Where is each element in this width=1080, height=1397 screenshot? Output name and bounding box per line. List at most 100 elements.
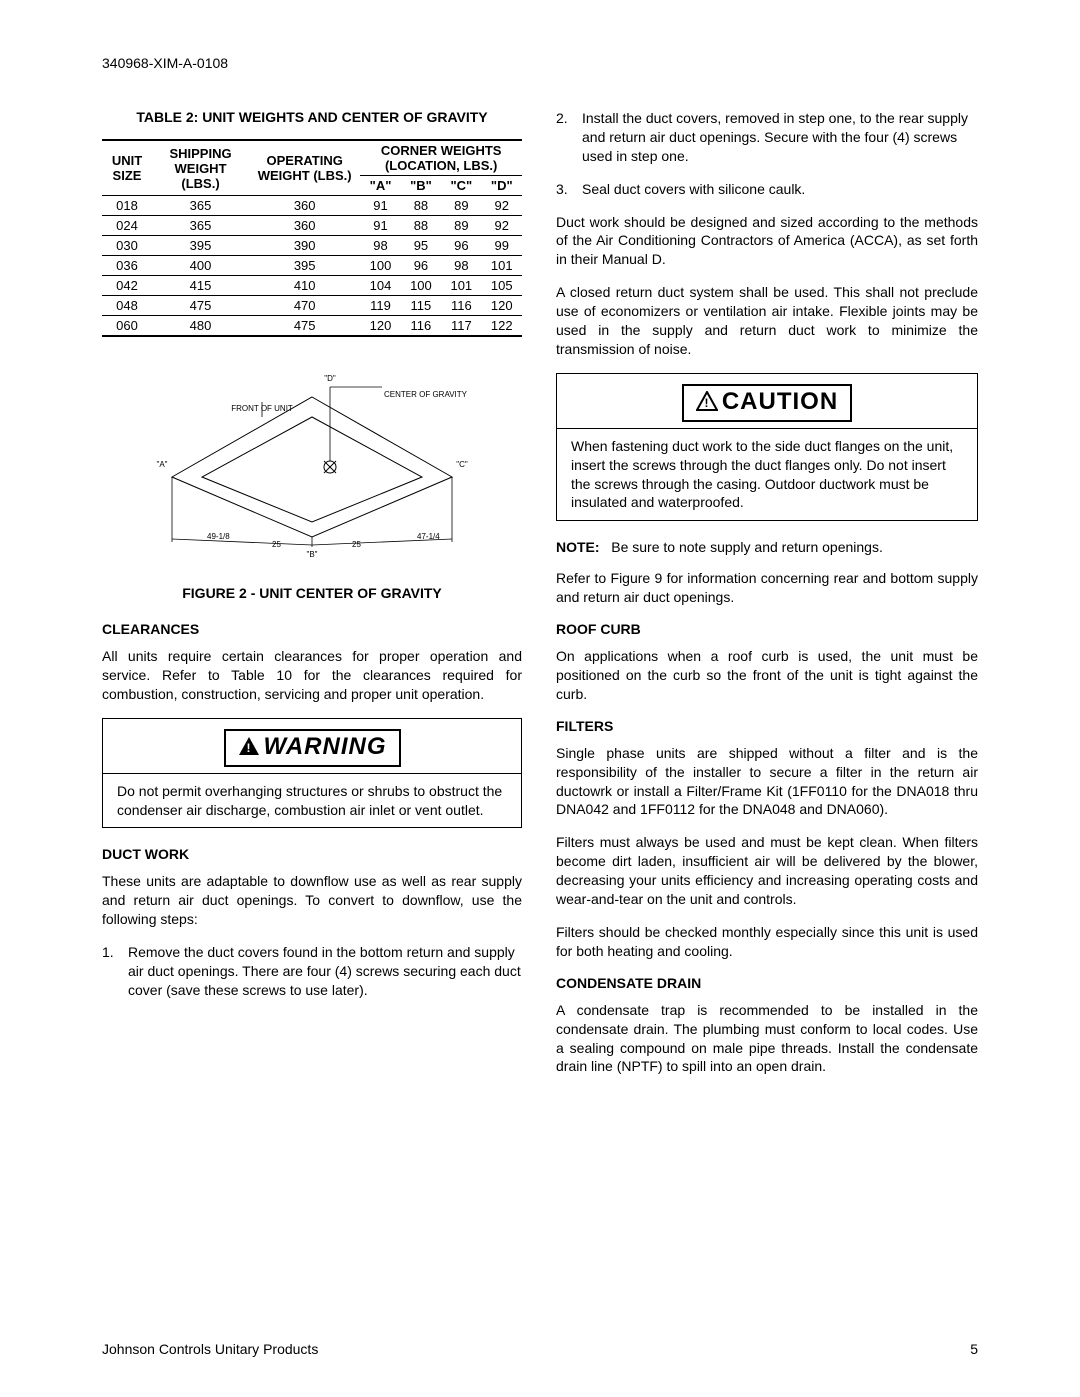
table-cell: 475 — [152, 296, 249, 316]
ductwork-body: These units are adaptable to downflow us… — [102, 872, 522, 929]
header-doc-code: 340968-XIM-A-0108 — [102, 55, 978, 71]
filters-p2: Filters must always be used and must be … — [556, 833, 978, 909]
step3-num: 3. — [556, 180, 582, 199]
table-cell: 390 — [249, 236, 360, 256]
condensate-body: A condensate trap is recommended to be i… — [556, 1001, 978, 1077]
fig-label-front: FRONT OF UNIT — [231, 404, 293, 413]
table-cell: 104 — [360, 276, 400, 296]
table-cell: 91 — [360, 216, 400, 236]
left-steps: 1. Remove the duct covers found in the b… — [102, 943, 522, 1000]
figure2-caption: FIGURE 2 - UNIT CENTER OF GRAVITY — [102, 585, 522, 601]
table-cell: 119 — [360, 296, 400, 316]
table-row: 01836536091888992 — [102, 196, 522, 216]
table-cell: 120 — [482, 296, 522, 316]
warning-text: WARNING — [264, 733, 387, 760]
clearances-body: All units require certain clearances for… — [102, 647, 522, 704]
caution-label: ! CAUTION — [682, 384, 852, 422]
table-cell: 365 — [152, 216, 249, 236]
table-row: 042415410104100101105 — [102, 276, 522, 296]
filters-p3: Filters should be checked monthly especi… — [556, 923, 978, 961]
table-cell: 100 — [360, 256, 400, 276]
th-a: "A" — [360, 176, 400, 196]
step2-num: 2. — [556, 109, 582, 166]
two-column-layout: TABLE 2: UNIT WEIGHTS AND CENTER OF GRAV… — [102, 109, 978, 1090]
table-cell: 89 — [441, 216, 481, 236]
right-para2: A closed return duct system shall be use… — [556, 283, 978, 359]
svg-text:!: ! — [246, 741, 251, 755]
table-cell: 101 — [441, 276, 481, 296]
condensate-title: CONDENSATE DRAIN — [556, 975, 978, 991]
table-cell: 89 — [441, 196, 481, 216]
table-cell: 018 — [102, 196, 152, 216]
fig-label-b: "B" — [306, 550, 317, 559]
fig-label-d: "D" — [324, 374, 336, 383]
roofcurb-body: On applications when a roof curb is used… — [556, 647, 978, 704]
note-line: NOTE: Be sure to note supply and return … — [556, 539, 978, 555]
fig-dim-25b: 25 — [352, 540, 361, 549]
table-cell: 036 — [102, 256, 152, 276]
fig-dim-25a: 25 — [272, 540, 281, 549]
step2-text: Install the duct covers, removed in step… — [582, 109, 978, 166]
table-cell: 042 — [102, 276, 152, 296]
table-row: 03039539098959699 — [102, 236, 522, 256]
step2: 2. Install the duct covers, removed in s… — [556, 109, 978, 166]
table-cell: 360 — [249, 216, 360, 236]
table-cell: 475 — [249, 316, 360, 337]
table-cell: 105 — [482, 276, 522, 296]
table-cell: 048 — [102, 296, 152, 316]
fig-label-a: "A" — [156, 460, 167, 469]
figure2-wrap: "D" CENTER OF GRAVITY FRONT OF UNIT "A" … — [102, 367, 522, 601]
table2: UNIT SIZE SHIPPING WEIGHT (LBS.) OPERATI… — [102, 139, 522, 337]
table-cell: 98 — [360, 236, 400, 256]
th-b: "B" — [401, 176, 441, 196]
warning-label: ! WARNING — [224, 729, 401, 767]
table-cell: 060 — [102, 316, 152, 337]
table-cell: 88 — [401, 196, 441, 216]
table-cell: 120 — [360, 316, 400, 337]
figure2-svg: "D" CENTER OF GRAVITY FRONT OF UNIT "A" … — [152, 367, 472, 567]
caution-triangle-icon: ! — [696, 390, 718, 418]
right-steps: 2. Install the duct covers, removed in s… — [556, 109, 978, 199]
table-cell: 024 — [102, 216, 152, 236]
table-cell: 360 — [249, 196, 360, 216]
table-row: 02436536091888992 — [102, 216, 522, 236]
svg-text:!: ! — [704, 396, 709, 410]
table-cell: 410 — [249, 276, 360, 296]
table2-title: TABLE 2: UNIT WEIGHTS AND CENTER OF GRAV… — [102, 109, 522, 125]
warning-body: Do not permit overhanging structures or … — [103, 773, 521, 828]
roofcurb-title: ROOF CURB — [556, 621, 978, 637]
table-cell: 96 — [441, 236, 481, 256]
table-cell: 101 — [482, 256, 522, 276]
table-cell: 117 — [441, 316, 481, 337]
table-cell: 116 — [401, 316, 441, 337]
fig-label-cog: CENTER OF GRAVITY — [384, 390, 468, 399]
table-cell: 395 — [152, 236, 249, 256]
table-cell: 96 — [401, 256, 441, 276]
fig-label-c: "C" — [456, 460, 468, 469]
table-cell: 88 — [401, 216, 441, 236]
th-corner: CORNER WEIGHTS (LOCATION, LBS.) — [360, 140, 522, 176]
table-cell: 365 — [152, 196, 249, 216]
footer-left: Johnson Controls Unitary Products — [102, 1341, 318, 1357]
ductwork-title: DUCT WORK — [102, 846, 522, 862]
fig-dim-right: 47-1/4 — [417, 532, 440, 541]
table-cell: 91 — [360, 196, 400, 216]
th-d: "D" — [482, 176, 522, 196]
th-shipping: SHIPPING WEIGHT (LBS.) — [152, 140, 249, 196]
table-cell: 92 — [482, 196, 522, 216]
footer-page-number: 5 — [970, 1341, 978, 1357]
table-cell: 116 — [441, 296, 481, 316]
table-cell: 395 — [249, 256, 360, 276]
th-unit-size: UNIT SIZE — [102, 140, 152, 196]
table-cell: 470 — [249, 296, 360, 316]
step1-text: Remove the duct covers found in the bott… — [128, 943, 522, 1000]
warning-box: ! WARNING Do not permit overhanging stru… — [102, 718, 522, 829]
caution-body: When fastening duct work to the side duc… — [557, 428, 977, 521]
note-label: NOTE: — [556, 539, 600, 555]
step1-num: 1. — [102, 943, 128, 1000]
table-cell: 030 — [102, 236, 152, 256]
left-column: TABLE 2: UNIT WEIGHTS AND CENTER OF GRAV… — [102, 109, 522, 1090]
step3-text: Seal duct covers with silicone caulk. — [582, 180, 805, 199]
table-cell: 415 — [152, 276, 249, 296]
page-footer: Johnson Controls Unitary Products 5 — [102, 1341, 978, 1357]
